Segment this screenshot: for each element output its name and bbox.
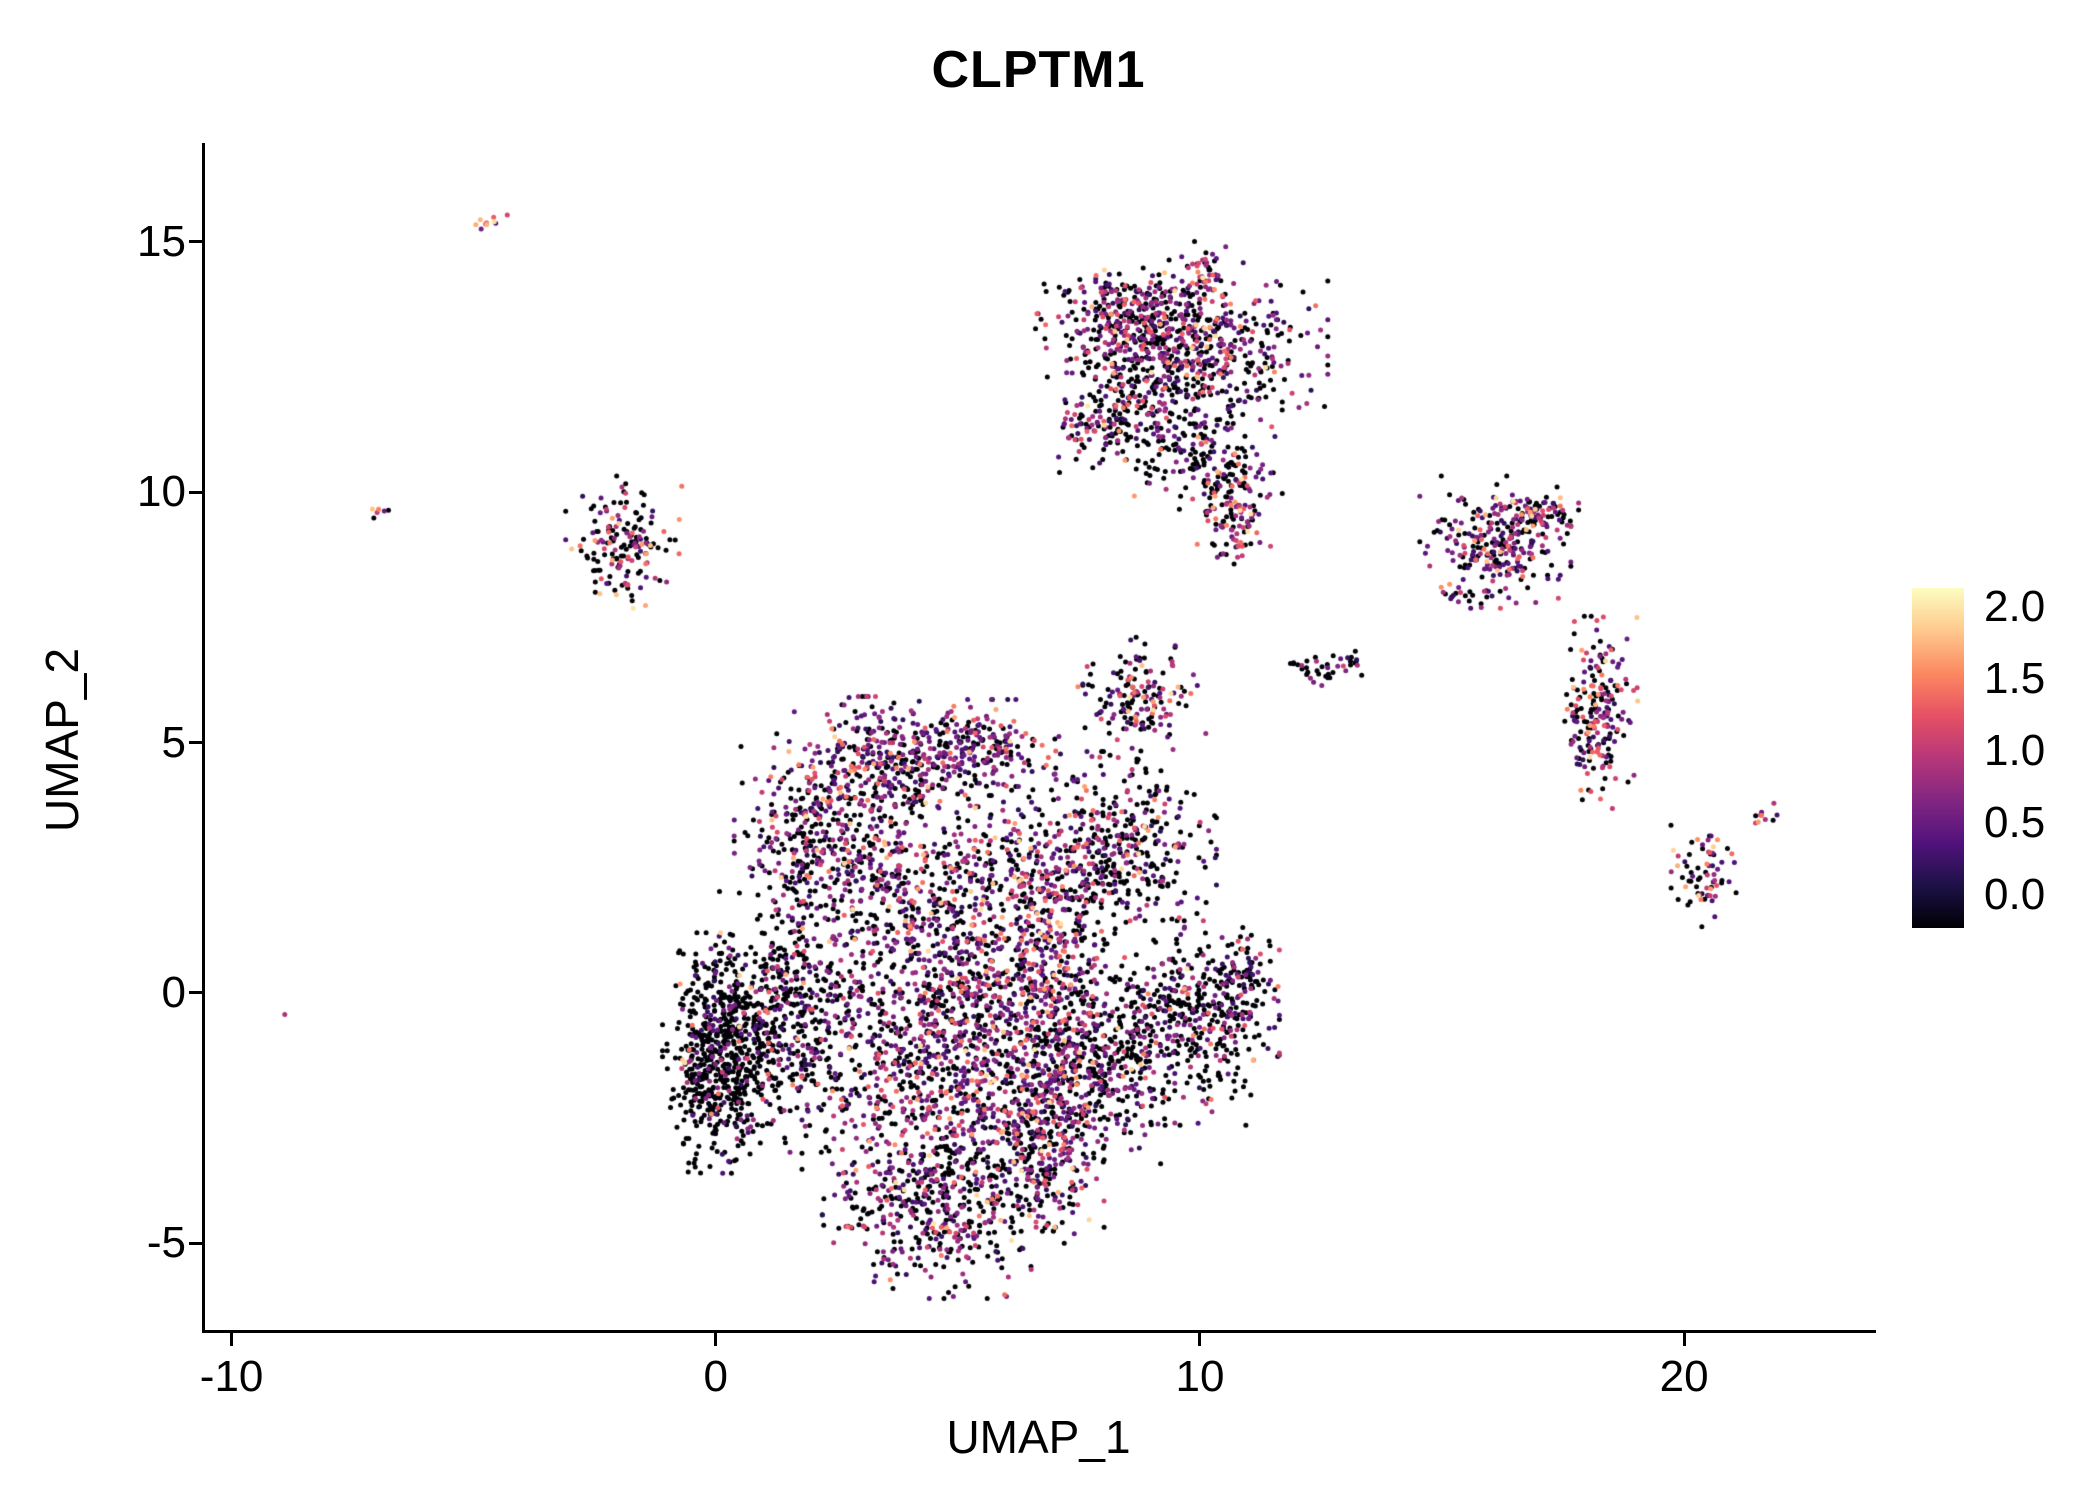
y-axis-label: UMAP_2 — [36, 647, 88, 833]
x-tick-label: 10 — [1175, 1352, 1225, 1401]
y-tick-label: 10 — [137, 467, 186, 517]
y-tick-label: 0 — [161, 967, 186, 1017]
y-axis-line — [202, 143, 205, 1333]
x-tick-label: -10 — [199, 1352, 264, 1401]
x-axis-label: UMAP_1 — [946, 1411, 1131, 1463]
legend-tick-label: 1.0 — [1984, 726, 2046, 775]
y-tick-label: -5 — [146, 1218, 186, 1268]
legend-tick-label: 2.0 — [1984, 582, 2046, 631]
legend-tick-label: 0.5 — [1984, 798, 2046, 847]
legend-tick-label: 0.0 — [1984, 870, 2046, 919]
x-tick-label: 20 — [1659, 1352, 1709, 1401]
y-tick-mark — [189, 490, 202, 494]
y-tick-mark — [189, 1241, 202, 1245]
x-tick-mark — [230, 1333, 234, 1346]
y-tick-label: 15 — [137, 216, 186, 266]
x-tick-mark — [1198, 1333, 1202, 1346]
x-tick-mark — [714, 1333, 718, 1346]
x-axis-line — [202, 1330, 1876, 1333]
x-tick-label: 0 — [703, 1352, 729, 1401]
legend-tick-label: 1.5 — [1984, 654, 2046, 703]
y-tick-label: 5 — [161, 717, 186, 767]
y-tick-mark — [189, 991, 202, 995]
y-tick-mark — [189, 240, 202, 244]
y-tick-mark — [189, 741, 202, 744]
x-tick-mark — [1682, 1333, 1686, 1346]
colorbar-gradient — [1912, 588, 1964, 928]
